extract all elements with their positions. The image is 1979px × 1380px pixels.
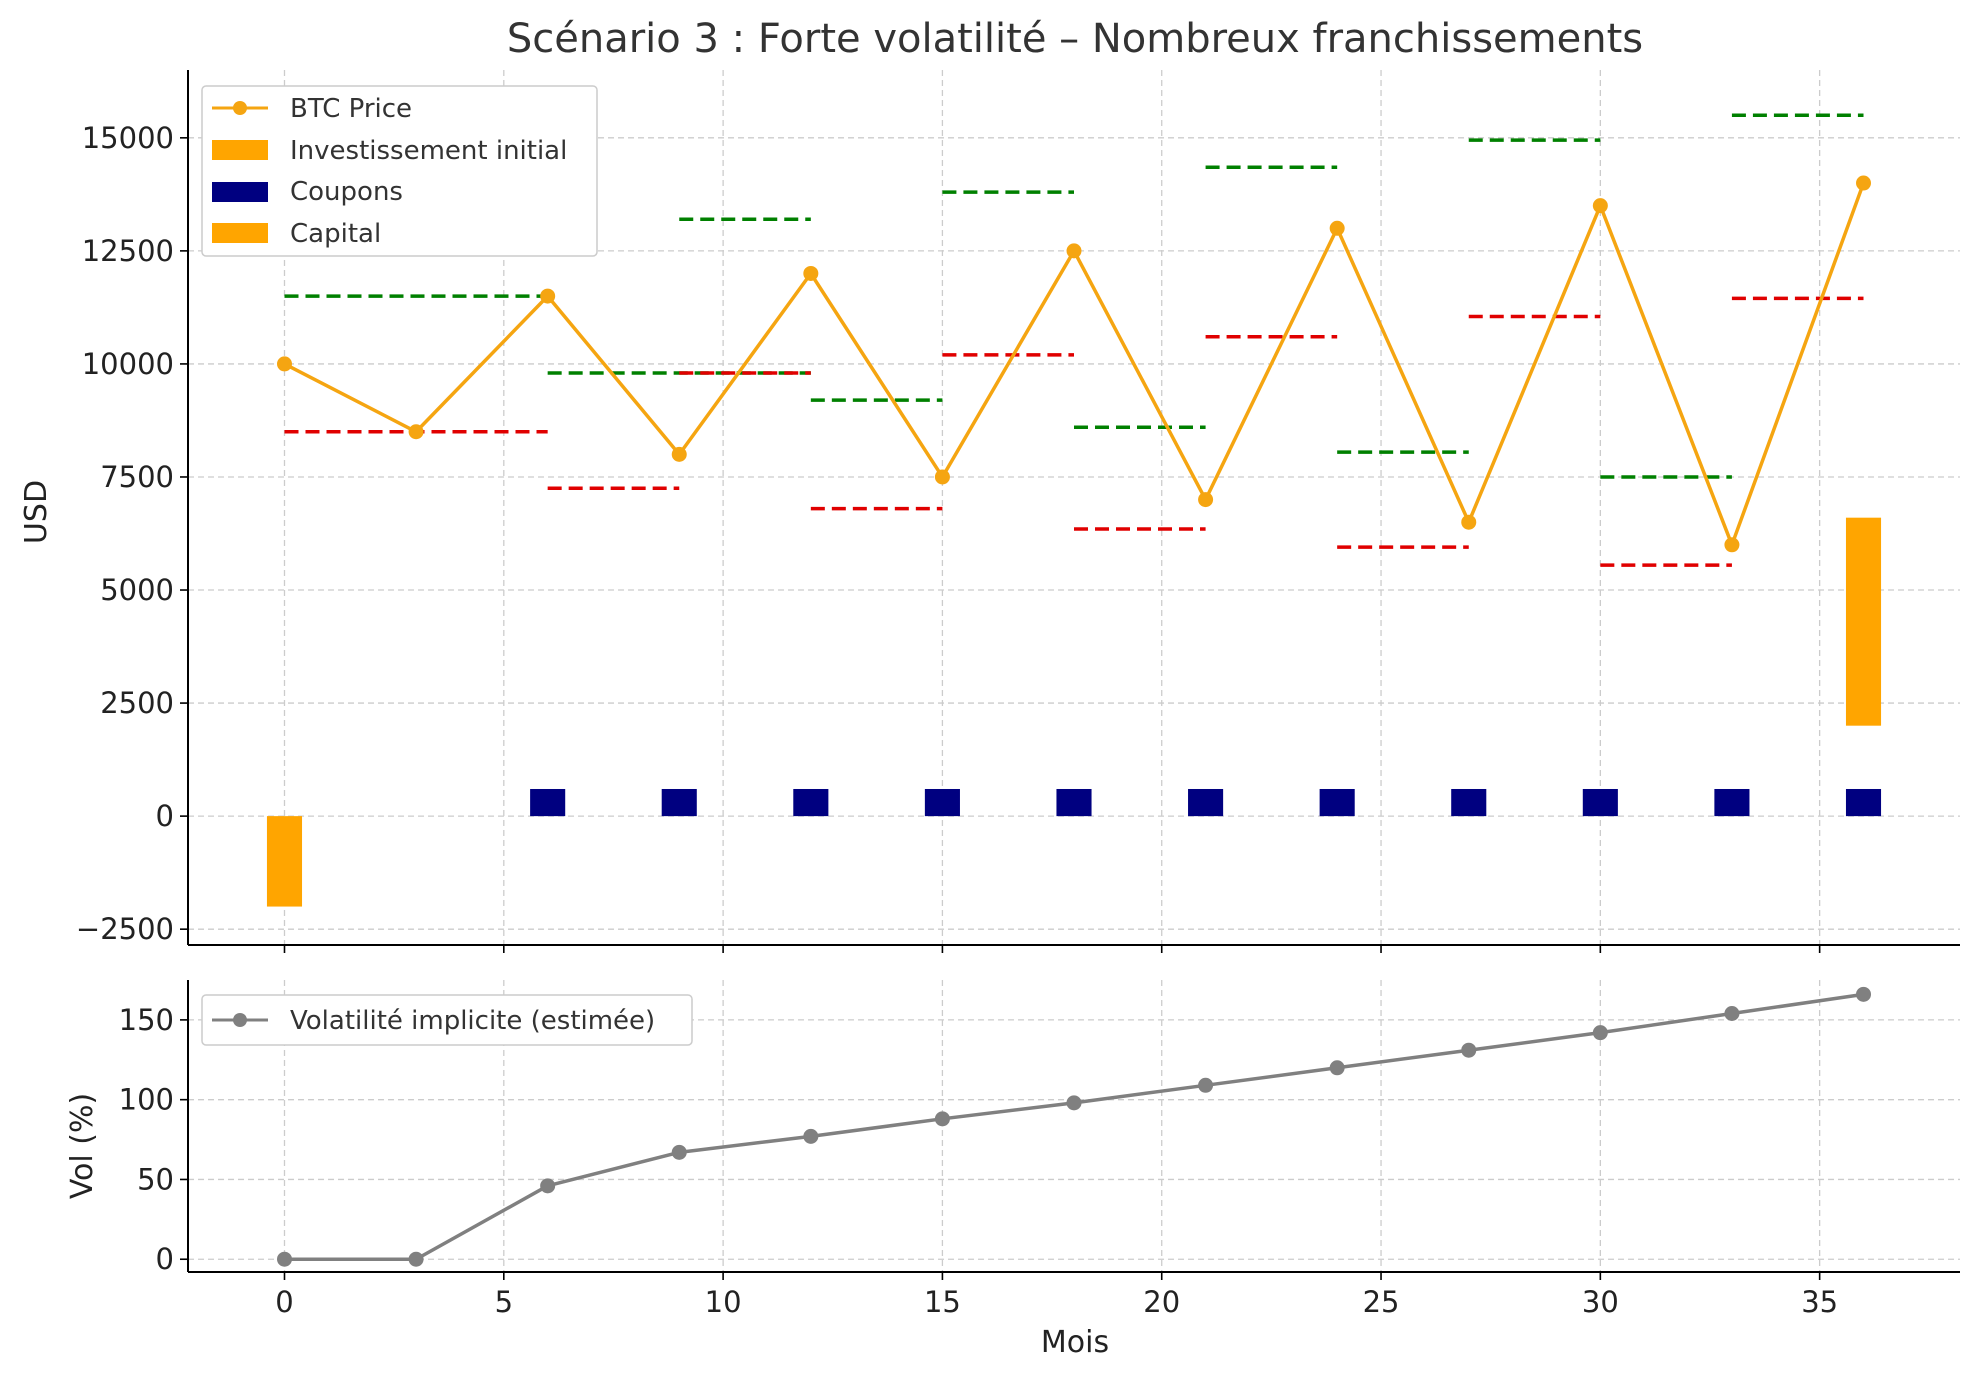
bottom-y-tick-label: 0 xyxy=(156,1242,174,1276)
volatility-point xyxy=(1461,1042,1477,1058)
legend-label-capital: Capital xyxy=(290,219,381,249)
bottom-y-axis-label: Vol (%) xyxy=(65,1093,100,1199)
volatility-point xyxy=(1592,1025,1608,1041)
bar-investissement-initial xyxy=(266,816,303,907)
volatility-point xyxy=(803,1128,819,1144)
bottom-panel: 0 50 100 150 0 5 10 15 20 25 30 35 xyxy=(119,980,1960,1319)
btc-price-point xyxy=(1198,492,1214,508)
btc-price-point xyxy=(803,265,819,281)
bar-coupon xyxy=(530,788,566,817)
legend-item-investissement-initial: Investissement initial xyxy=(212,136,567,166)
legend-marker-icon xyxy=(233,101,247,115)
chart-title: Scénario 3 : Forte volatilité – Nombreux… xyxy=(507,16,1643,62)
bar-coupon xyxy=(1188,788,1224,817)
btc-price-point xyxy=(276,356,292,372)
legend-item-coupons: Coupons xyxy=(212,177,403,207)
btc-price-point xyxy=(540,288,556,304)
btc-price-point xyxy=(1856,175,1872,191)
legend-item-btc-price: BTC Price xyxy=(212,94,412,124)
top-y-tick-label: 0 xyxy=(156,799,174,833)
btc-price-point xyxy=(671,446,687,462)
legend-item-volatilite: Volatilité implicite (estimée) xyxy=(212,1006,655,1036)
volatility-point xyxy=(1066,1095,1082,1111)
top-y-tick-label: −2500 xyxy=(76,912,174,946)
legend-label-investissement-initial: Investissement initial xyxy=(290,136,567,166)
bar-coupon xyxy=(1845,788,1882,817)
bottom-y-tick-label: 150 xyxy=(119,1003,174,1037)
volatility-point xyxy=(1724,1006,1740,1022)
top-y-tick-label: 15000 xyxy=(82,121,174,155)
legend-swatch-icon xyxy=(212,223,268,243)
legend-label-coupons: Coupons xyxy=(290,177,403,207)
bar-coupon xyxy=(1582,788,1618,817)
bottom-legend: Volatilité implicite (estimée) xyxy=(201,994,693,1046)
x-axis-label: Mois xyxy=(1041,1325,1109,1360)
legend-swatch-icon xyxy=(212,140,268,160)
bar-coupon xyxy=(793,788,829,817)
btc-price-point xyxy=(408,424,424,440)
bar-coupon xyxy=(924,788,960,817)
top-y-tick-label: 5000 xyxy=(100,573,174,607)
btc-price-point xyxy=(1329,220,1345,236)
volatility-point xyxy=(276,1251,292,1267)
volatility-point xyxy=(671,1144,687,1160)
legend-item-capital: Capital xyxy=(212,219,381,249)
btc-price-point xyxy=(1461,514,1477,530)
top-y-tick-label: 10000 xyxy=(82,347,174,381)
bar-coupon xyxy=(661,788,697,817)
btc-price-point xyxy=(1592,198,1608,214)
legend-label-btc-price: BTC Price xyxy=(290,94,412,124)
x-tick-label: 25 xyxy=(1363,1285,1400,1319)
x-tick-label: 0 xyxy=(275,1285,293,1319)
volatility-point xyxy=(1198,1077,1214,1093)
bar-coupon xyxy=(1451,788,1487,817)
volatility-point xyxy=(408,1251,424,1267)
x-tick-label: 5 xyxy=(495,1285,513,1319)
x-tick-label: 20 xyxy=(1143,1285,1180,1319)
bottom-y-tick-label: 100 xyxy=(119,1083,174,1117)
bar-capital xyxy=(1845,517,1882,726)
top-y-tick-label: 7500 xyxy=(100,460,174,494)
top-legend: BTC Price Investissement initial Coupons… xyxy=(201,85,598,257)
top-y-tick-label: 2500 xyxy=(100,686,174,720)
legend-label-volatilite: Volatilité implicite (estimée) xyxy=(290,1006,655,1036)
x-tick-label: 35 xyxy=(1801,1285,1838,1319)
volatility-point xyxy=(1329,1060,1345,1076)
x-tick-label: 30 xyxy=(1582,1285,1619,1319)
top-y-tick-label: 12500 xyxy=(82,234,174,268)
top-panel: −2500 0 2500 5000 7500 10000 12500 15000 xyxy=(76,70,1960,953)
bar-coupon xyxy=(1714,788,1750,817)
x-tick-label: 15 xyxy=(924,1285,961,1319)
btc-price-point xyxy=(934,469,950,485)
volatility-point xyxy=(540,1178,556,1194)
bar-coupon xyxy=(1056,788,1092,817)
volatility-point xyxy=(934,1111,950,1127)
bar-coupon xyxy=(1319,788,1355,817)
volatility-point xyxy=(1856,986,1872,1002)
btc-price-point xyxy=(1066,243,1082,259)
legend-marker-icon xyxy=(233,1013,247,1027)
top-y-axis-label: USD xyxy=(19,480,54,544)
bottom-y-tick-label: 50 xyxy=(137,1162,174,1196)
btc-price-point xyxy=(1724,537,1740,553)
legend-swatch-icon xyxy=(212,182,268,202)
x-tick-label: 10 xyxy=(705,1285,742,1319)
